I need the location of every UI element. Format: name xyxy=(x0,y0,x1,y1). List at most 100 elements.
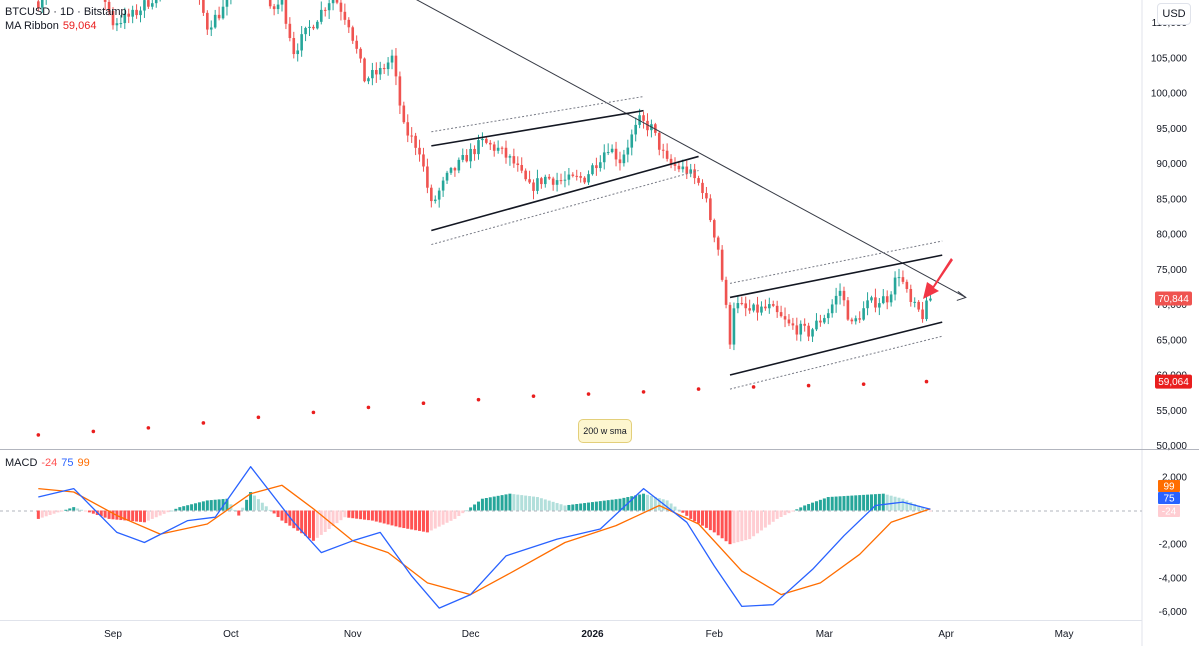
histogram-bar xyxy=(712,510,716,533)
candle-body xyxy=(669,158,673,165)
histogram-bar xyxy=(587,502,591,511)
candle-body xyxy=(37,1,40,8)
candle-body xyxy=(661,149,665,151)
ma-dot xyxy=(806,383,811,388)
trendline-bear-flag-1-lower xyxy=(431,155,699,232)
ma-dot xyxy=(311,410,316,415)
histogram-bar xyxy=(315,510,319,538)
histogram-bar xyxy=(661,499,665,511)
histogram-bar xyxy=(72,507,76,511)
histogram-bar xyxy=(590,502,594,511)
candle-body xyxy=(571,174,575,176)
candle-body xyxy=(512,156,516,164)
candle-body xyxy=(508,156,512,158)
macd-legend[interactable]: MACD -24 75 99 xyxy=(5,457,90,469)
histogram-bar xyxy=(701,510,704,526)
candle-body xyxy=(591,165,594,175)
candle-body xyxy=(469,148,472,162)
candle-body xyxy=(40,0,44,8)
histogram-bar xyxy=(280,510,284,521)
histogram-bar xyxy=(237,510,241,516)
candle-body xyxy=(878,303,881,308)
trendline-descending-resistance xyxy=(416,0,967,298)
candle-body xyxy=(791,323,795,326)
candle-body xyxy=(363,58,366,82)
histogram-bar xyxy=(689,510,693,519)
histogram-bar xyxy=(551,501,555,511)
candle-body xyxy=(693,169,696,179)
histogram-bar xyxy=(445,510,449,523)
currency-button[interactable]: USD xyxy=(1157,3,1191,25)
ma-value-tag-bg xyxy=(1155,374,1192,389)
ma-dot xyxy=(91,429,96,434)
candle-body xyxy=(300,34,303,51)
candle-body xyxy=(724,279,728,305)
histogram-bar xyxy=(327,510,331,530)
candle-body xyxy=(139,10,142,16)
histogram-bar xyxy=(465,510,469,512)
ma-dot xyxy=(421,401,426,406)
histogram-bar xyxy=(846,495,850,511)
histogram-bar xyxy=(241,507,245,511)
candle-body xyxy=(418,147,421,155)
histogram-bar xyxy=(488,497,492,511)
ma-legend[interactable]: MA Ribbon 59,064 xyxy=(5,20,96,32)
histogram-bar xyxy=(697,510,701,524)
histogram-bar xyxy=(563,505,567,511)
histogram-bar xyxy=(469,507,473,511)
histogram-bar xyxy=(834,496,838,511)
candle-body xyxy=(225,0,229,7)
candle-body xyxy=(308,26,311,28)
candle-body xyxy=(559,180,563,182)
candle-body xyxy=(606,152,610,154)
histogram-bar xyxy=(618,498,622,511)
histogram-bar xyxy=(386,510,390,525)
symbol-legend[interactable]: BTCUSD · 1D · Bitstamp xyxy=(5,6,127,18)
histogram-bar xyxy=(811,502,815,511)
histogram-bar xyxy=(194,503,198,511)
ma-name: MA Ribbon xyxy=(5,20,59,32)
candle-body xyxy=(654,124,657,133)
candle-body xyxy=(547,176,551,179)
trendline-arrowhead xyxy=(956,291,967,301)
candle-body xyxy=(874,297,877,308)
time-tick-label: Feb xyxy=(706,629,724,640)
histogram-bar xyxy=(795,509,799,511)
histogram-bar xyxy=(484,497,488,511)
ma-dot xyxy=(696,387,701,391)
histogram-bar xyxy=(221,499,225,511)
candle-body xyxy=(901,277,905,282)
histogram-bar xyxy=(559,504,563,511)
last-price-tag: 70,844 xyxy=(1158,294,1189,305)
candle-body xyxy=(115,23,119,26)
candle-body xyxy=(630,134,634,148)
histogram-bar xyxy=(594,501,598,511)
histogram-bar xyxy=(508,493,512,511)
candle-body xyxy=(830,304,834,314)
trendline-guide-bear-flag-2-lower xyxy=(729,335,943,390)
histogram-bar xyxy=(606,500,610,511)
candle-body xyxy=(756,304,759,313)
price-tick-label: 100,000 xyxy=(1151,89,1188,100)
candle-body xyxy=(103,0,107,2)
histogram-bar xyxy=(881,493,885,511)
candle-body xyxy=(131,9,134,17)
candle-body xyxy=(516,163,520,166)
candle-body xyxy=(135,9,138,16)
histogram-bar xyxy=(649,495,653,511)
histogram-bar xyxy=(225,498,229,511)
candle-body xyxy=(433,199,437,202)
candle-body xyxy=(355,40,358,49)
histogram-bar xyxy=(146,510,150,521)
candle-body xyxy=(449,168,453,173)
histogram-bar xyxy=(351,510,355,519)
candle-body xyxy=(304,27,307,35)
histogram-bar xyxy=(645,494,649,511)
candle-body xyxy=(154,0,158,4)
histogram-bar xyxy=(68,508,72,511)
histogram-bar xyxy=(83,510,87,512)
histogram-bar xyxy=(830,496,834,511)
candle-body xyxy=(457,159,461,171)
candle-body xyxy=(528,179,531,183)
